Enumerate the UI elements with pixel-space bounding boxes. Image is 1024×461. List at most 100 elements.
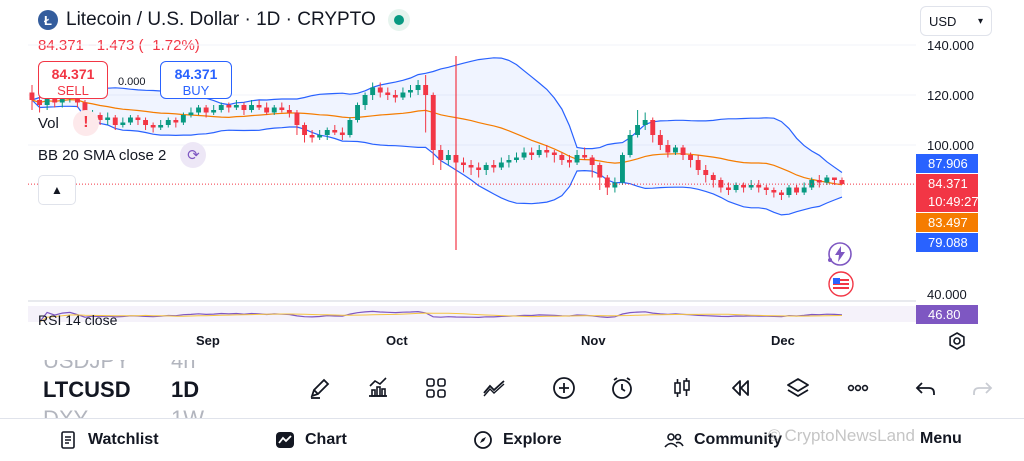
nav-explore[interactable]: Explore (473, 430, 562, 450)
candle-body (445, 155, 451, 160)
add-icon[interactable] (546, 370, 582, 406)
symbol-picker-prev[interactable]: USDJPY 4h (43, 360, 195, 374)
candle-body (582, 155, 588, 158)
symbol-picker-next[interactable]: DXY 1W (43, 406, 204, 418)
layers-icon[interactable] (780, 370, 816, 406)
nav-menu-label: Menu (920, 430, 962, 447)
candle-body (771, 190, 777, 193)
candle-body (650, 120, 656, 135)
sell-price: 84.371 (51, 66, 95, 82)
lightning-icon[interactable] (826, 240, 854, 268)
time-axis-label: Oct (386, 333, 408, 348)
collapse-legend-button[interactable]: ▲ (38, 175, 76, 205)
candle-body (408, 90, 413, 93)
candle-body (430, 95, 436, 150)
bb-indicator-legend[interactable]: BB 20 SMA close 2 ⟳ (38, 142, 207, 168)
currency-value: USD (929, 13, 957, 29)
compare-icon[interactable] (476, 370, 512, 406)
symbol: DXY (43, 406, 88, 418)
alert-icon[interactable] (604, 370, 640, 406)
candle-body (574, 155, 580, 163)
candle-body (635, 125, 640, 135)
candle-body (491, 165, 497, 168)
redo-icon[interactable] (964, 370, 1000, 406)
candle-body (165, 120, 171, 125)
candle-body (604, 177, 610, 188)
nav-community[interactable]: Community (664, 430, 782, 450)
bollinger-lower-line (31, 99, 843, 216)
candle-body (309, 135, 315, 138)
candle-body (642, 120, 648, 125)
candle-body (741, 185, 746, 188)
symbol: USDJPY (43, 360, 130, 373)
rsi-label[interactable]: RSI 14 close (38, 312, 117, 328)
candle-body (559, 155, 565, 160)
symbol: LTCUSD (43, 377, 131, 402)
chart-header[interactable]: Ł Litecoin / U.S. Dollar · 1D · CRYPTO (38, 8, 410, 32)
candle-body (256, 105, 262, 108)
candle-body (461, 162, 466, 165)
candle-body (112, 117, 118, 125)
candle-body (627, 135, 633, 155)
nav-chart[interactable]: Chart (275, 430, 347, 450)
symbol-title[interactable]: Litecoin / U.S. Dollar · 1D · CRYPTO (66, 9, 376, 30)
candle-body (29, 92, 35, 100)
last-price-tag: 84.371 10:49:27 (916, 174, 979, 212)
us-flag-icon[interactable] (827, 270, 855, 298)
candle-body (120, 122, 126, 125)
bollinger-basis-line (31, 98, 843, 186)
candle-body (612, 182, 618, 188)
settings-icon[interactable] (947, 331, 967, 351)
candles-icon[interactable] (664, 370, 700, 406)
candle-body (597, 165, 603, 178)
replay-icon[interactable] (722, 370, 758, 406)
community-icon (664, 433, 684, 448)
volume-label: Vol (38, 114, 59, 132)
candle-body (423, 85, 429, 95)
undo-icon[interactable] (908, 370, 944, 406)
symbol-picker[interactable]: USDJPY 4h LTCUSD 1D DXY 1W (43, 360, 283, 418)
candle-body (688, 155, 693, 160)
candle-body (567, 160, 572, 163)
interval: 1W (171, 406, 204, 418)
candle-body (158, 125, 164, 128)
nav-watchlist-label: Watchlist (88, 431, 159, 448)
bb-basis-tag: 83.497 (916, 213, 978, 232)
time-axis-label: Dec (771, 333, 795, 348)
symbol-picker-current[interactable]: LTCUSD 1D (43, 377, 199, 403)
nav-watchlist[interactable]: Watchlist (58, 430, 159, 450)
candle-body (544, 150, 550, 153)
candle-body (196, 107, 201, 113)
candle-body (44, 97, 50, 105)
warning-icon[interactable]: ! (72, 110, 99, 136)
nav-menu[interactable]: Menu (920, 430, 962, 448)
candle-body (362, 95, 368, 105)
candle-body (498, 162, 504, 168)
sell-button[interactable]: 84.371 SELL (38, 61, 108, 99)
refresh-icon[interactable]: ⟳ (180, 142, 207, 168)
buy-label: BUY (182, 83, 210, 98)
spread-value: 0.000 (118, 76, 146, 88)
candle-body (695, 160, 701, 170)
more-icon[interactable] (840, 370, 876, 406)
currency-select[interactable]: USD ▾ (920, 6, 992, 36)
volume-indicator-legend[interactable]: Vol ! (38, 110, 99, 136)
copyright-icon: © (768, 426, 781, 445)
time-axis-label: Nov (581, 333, 606, 348)
candle-body (710, 175, 716, 180)
candle-body (52, 97, 58, 103)
rsi-ma-line (39, 312, 843, 323)
candle-body (415, 85, 421, 90)
candle-body (468, 165, 474, 168)
buy-button[interactable]: 84.371 BUY (160, 61, 232, 99)
watermark: © CryptoNewsLand (768, 426, 915, 446)
indicators-icon[interactable] (360, 370, 396, 406)
bb-lower-tag: 79.088 (916, 233, 978, 252)
price-axis-label: 120.000 (927, 88, 974, 103)
chevron-up-icon: ▲ (51, 183, 63, 197)
layouts-icon[interactable] (418, 370, 454, 406)
candle-body (226, 105, 232, 108)
draw-icon[interactable] (302, 370, 338, 406)
candle-body (188, 112, 194, 115)
candle-body (241, 105, 247, 110)
